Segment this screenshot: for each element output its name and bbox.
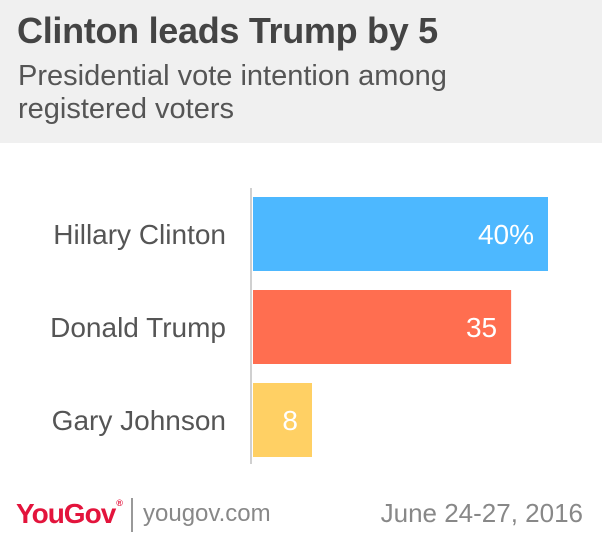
bar-hillary-clinton	[253, 197, 548, 271]
trademark-symbol: ®	[116, 498, 123, 508]
footer-separator	[131, 498, 133, 532]
chart-header: Clinton leads Trump by 5 Presidential vo…	[0, 0, 602, 143]
value-label: 40%	[478, 219, 534, 250]
chart-title: Clinton leads Trump by 5	[17, 10, 438, 51]
chart-subtitle: Presidential vote intention among regist…	[18, 60, 447, 125]
yougov-logo: YouGov®	[16, 498, 123, 530]
category-label: Donald Trump	[50, 312, 226, 343]
bar-gary-johnson	[253, 383, 312, 457]
value-label: 35	[466, 312, 497, 343]
category-label: Gary Johnson	[52, 405, 226, 436]
footer-url: yougov.com	[143, 500, 271, 527]
bar-donald-trump	[253, 290, 512, 364]
value-label: 8	[282, 405, 298, 436]
yougov-logo-text: YouGov	[16, 498, 116, 529]
footer-date: June 24-27, 2016	[380, 498, 583, 528]
category-label: Hillary Clinton	[53, 219, 226, 250]
